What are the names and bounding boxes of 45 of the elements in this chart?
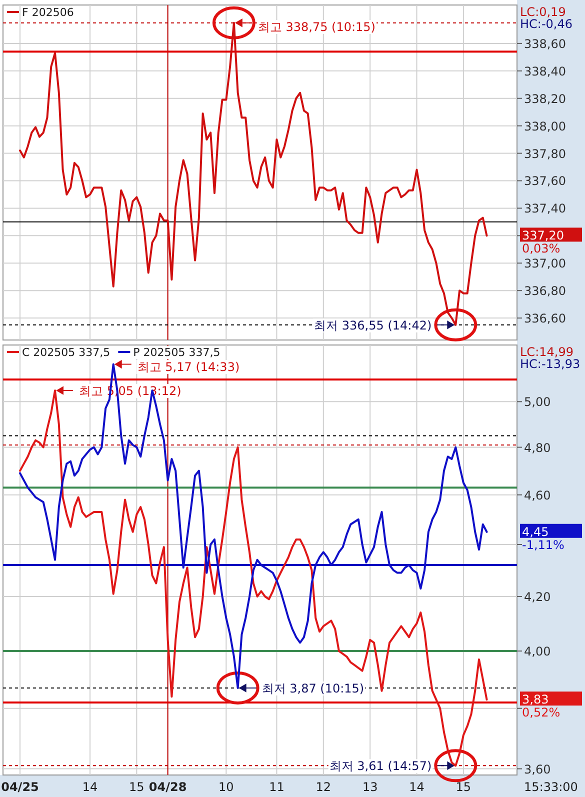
legend-label: C 202505 337,5	[22, 346, 110, 359]
x-tick-label: 11	[269, 780, 284, 794]
y-tick-label: 336,80	[524, 284, 566, 298]
y-tick-label: 337,60	[524, 174, 566, 188]
x-tick-label: 10	[218, 780, 234, 794]
x-tick-label: 04/25	[1, 780, 39, 794]
annotation: 최저 3,87 (10:15)	[262, 681, 364, 696]
text: -1,11%	[522, 538, 564, 552]
y-tick-label: 4,80	[524, 440, 551, 455]
annotation: 최저 336,55 (14:42)	[314, 318, 432, 332]
x-tick-label: 15	[129, 780, 144, 794]
y-tick-label: 4,60	[524, 488, 551, 502]
legend-label: P 202505 337,5	[133, 346, 220, 359]
text: 3,83	[522, 692, 549, 707]
text: 4,45	[522, 524, 549, 539]
annotation: 최고 5,17 (14:33)	[137, 360, 240, 374]
text: 15:33:00	[524, 780, 578, 794]
y-tick-label: 5,00	[524, 395, 551, 410]
annotation: 최고 338,75 (10:15)	[258, 20, 376, 34]
text: 0,03%	[522, 242, 560, 256]
text: LC:0,19	[520, 5, 566, 19]
x-tick-label: 13	[362, 780, 378, 794]
y-tick-label: 338,40	[524, 64, 566, 78]
text: 0,52%	[522, 706, 560, 720]
y-tick-label: 337,40	[524, 202, 566, 216]
y-tick-label: 3,60	[524, 762, 551, 776]
legend-label: F 202506	[22, 6, 74, 19]
x-tick-label: 04/28	[148, 780, 187, 794]
x-tick-label: 14	[409, 780, 424, 794]
y-tick-label: 337,80	[524, 146, 566, 161]
x-tick-label: 12	[316, 780, 332, 794]
text: HC:-0,46	[520, 17, 572, 31]
text: HC:-13,93	[520, 357, 580, 371]
x-tick-label: 15	[456, 780, 472, 794]
y-tick-label: 338,60	[524, 36, 566, 51]
y-tick-label: 337,00	[524, 256, 566, 271]
annotation: 최저 3,61 (14:57)	[329, 759, 432, 774]
y-tick-label: 338,00	[524, 119, 566, 134]
text: 337,20	[522, 228, 564, 243]
y-tick-label: 338,20	[524, 92, 566, 106]
x-tick-label: 14	[82, 780, 98, 794]
y-tick-label: 336,60	[524, 312, 566, 326]
text: LC:14,99	[520, 345, 574, 359]
y-tick-label: 4,00	[524, 644, 551, 659]
y-tick-label: 4,20	[524, 590, 551, 604]
